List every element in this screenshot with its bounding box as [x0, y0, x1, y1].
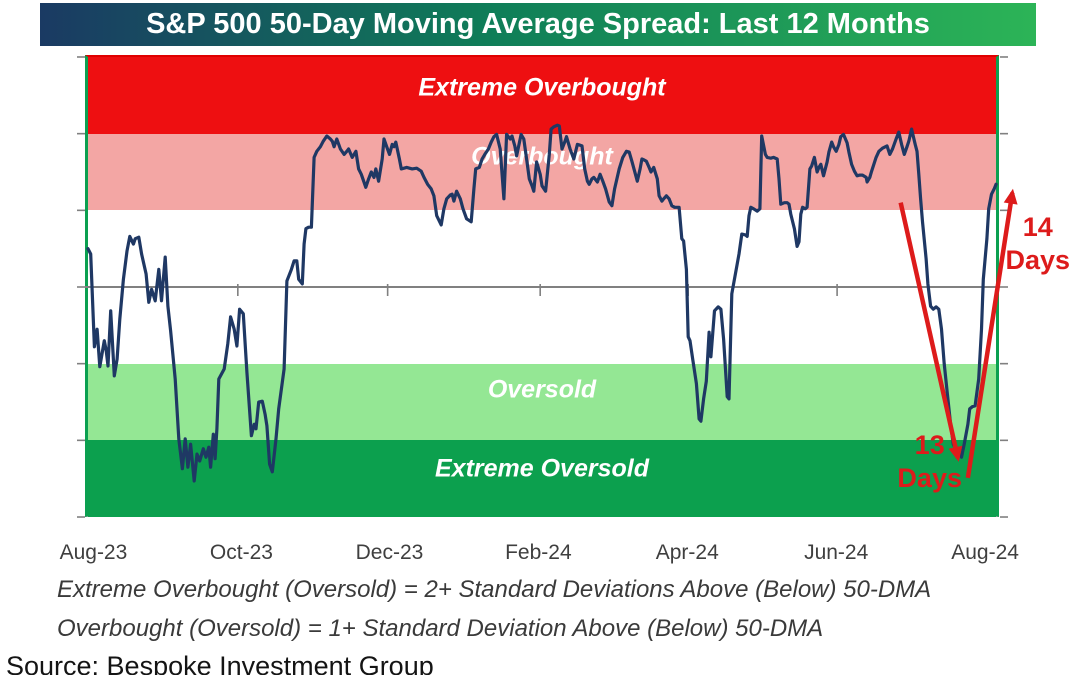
chart-title-bar: S&P 500 50-Day Moving Average Spread: La…	[40, 3, 1036, 46]
footnote-overbought-definition: Overbought (Oversold) = 1+ Standard Devi…	[57, 615, 824, 642]
x-axis-label-feb-24: Feb-24	[505, 541, 572, 564]
plot-area: Extreme Overbought Overbought Oversold E…	[85, 55, 999, 517]
footnote-extreme-definition: Extreme Overbought (Oversold) = 2+ Stand…	[57, 576, 932, 603]
x-axis-label-aug-24: Aug-24	[951, 541, 1019, 564]
annotation-14-days: 14 Days	[1005, 211, 1070, 277]
x-axis-label-dec-23: Dec-23	[355, 541, 424, 564]
x-axis-label-jun-24: Jun-24	[804, 541, 869, 564]
annotation-13-days-line2: Days	[897, 462, 962, 493]
x-axis-label-oct-23: Oct-23	[209, 541, 273, 564]
band-neutral	[88, 210, 996, 364]
band-label-overbought: Overbought	[471, 142, 613, 171]
annotation-13-days-line1: 13	[914, 429, 945, 460]
annotation-14-days-line2: Days	[1005, 245, 1071, 276]
x-axis-label-apr-24: Apr-24	[655, 541, 719, 564]
annotation-14-days-line1: 14	[1022, 212, 1053, 243]
annotation-13-days: 13 Days	[897, 429, 962, 495]
band-label-extreme-oversold: Extreme Oversold	[435, 454, 649, 483]
x-axis-label-aug-23: Aug-23	[59, 541, 128, 564]
band-extreme-overbought	[88, 57, 996, 134]
band-label-oversold: Oversold	[487, 375, 597, 404]
chart-title: S&P 500 50-Day Moving Average Spread: La…	[146, 8, 930, 40]
band-label-extreme-overbought: Extreme Overbought	[418, 73, 666, 102]
source-attribution: Source: Bespoke Investment Group	[6, 651, 434, 675]
